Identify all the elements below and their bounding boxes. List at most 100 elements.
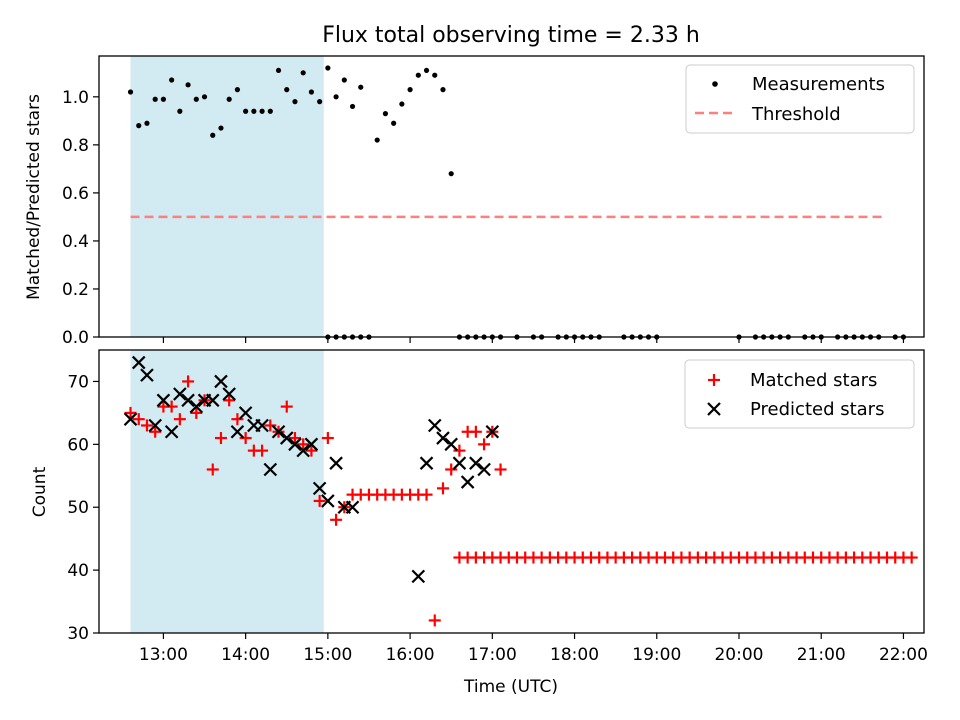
matched-star-point [190, 406, 203, 419]
predicted-star-point [427, 418, 442, 433]
measurement-point [144, 120, 150, 126]
y-tick-label: 60 [67, 435, 89, 455]
predicted-star-point [436, 431, 450, 445]
matched-star-point [494, 463, 507, 476]
top-panel: 0.0 0.2 0.4 0.6 0.8 1.0 Matched/Predicted sta… [24, 55, 925, 348]
legend-measurements-label: Measurements [752, 74, 885, 95]
measurement-point [300, 70, 306, 76]
predicted-star-point [411, 569, 426, 584]
matched-star-point [905, 551, 918, 564]
measurement-point [193, 96, 199, 102]
matched-star-point [469, 425, 482, 438]
measurement-point [407, 87, 413, 93]
top-shaded-region [130, 56, 324, 337]
bottom-y-axis-label: Count [30, 466, 50, 517]
matched-star-point [321, 432, 334, 445]
y-tick-label: 70 [67, 372, 89, 392]
measurement-point [169, 77, 175, 83]
measurement-point [391, 120, 397, 126]
measurement-point [333, 94, 339, 100]
predicted-star-point [156, 393, 171, 408]
predicted-star-point [271, 424, 286, 439]
measurement-point [415, 72, 421, 78]
predicted-star-point [477, 462, 491, 477]
top-x-ticks [162, 337, 905, 343]
measurement-point [325, 65, 331, 71]
measurement-point [127, 89, 134, 95]
matched-star-point [280, 400, 293, 413]
predicted-star-point [222, 387, 236, 401]
predicted-star-point [419, 456, 434, 470]
matched-star-point [436, 482, 449, 495]
top-legend: Measurements Threshold [685, 64, 915, 134]
x-tick-label: 13:00 [139, 645, 188, 665]
chart-title: Flux total observing time = 2.33 h [322, 23, 700, 48]
measurement-point [136, 123, 142, 129]
matched-star-point [182, 375, 195, 388]
top-plot-frame [98, 55, 925, 338]
measurement-point [234, 87, 241, 93]
top-legend-box [685, 64, 915, 134]
matched-star-point [214, 432, 227, 445]
x-tick-label: 18:00 [550, 645, 599, 665]
measurement-point [160, 96, 167, 102]
measurement-point [374, 137, 380, 143]
x-tick-label: 14:00 [221, 645, 270, 665]
predicted-star-point [304, 437, 319, 452]
predicted-star-point [469, 456, 483, 470]
predicted-star-point [181, 393, 195, 408]
predicted-star-point [214, 374, 228, 389]
matched-star-point [239, 432, 252, 445]
measurement-point [423, 67, 430, 74]
predicted-star-point [230, 424, 245, 439]
y-tick-label: 0.0 [62, 328, 89, 348]
bottom-plot-frame [98, 349, 925, 634]
measurement-point [201, 94, 208, 100]
x-tick-label: 21:00 [797, 645, 846, 665]
x-tick-label: 15:00 [303, 645, 352, 665]
measurement-point [448, 171, 454, 177]
measurement-point [185, 82, 191, 88]
measurement-point [251, 108, 257, 114]
matched-star-point [140, 419, 153, 432]
predicted-star-point [140, 368, 154, 382]
x-axis-label: Time (UTC) [463, 677, 558, 697]
bottom-data-layer [123, 355, 918, 627]
legend-matched-label: Matched stars [750, 370, 877, 391]
matched-star-point [149, 425, 162, 438]
matched-star-point [264, 419, 277, 432]
predicted-star-point [205, 393, 220, 408]
predicted-star-point [164, 424, 179, 439]
predicted-star-point [131, 355, 146, 370]
measurement-point [152, 96, 158, 102]
y-tick-label: 1.0 [62, 88, 89, 108]
matched-star-point [124, 406, 137, 419]
y-tick-label: 30 [67, 624, 89, 644]
bottom-panel: 30 40 50 60 70 13:00 14:00 15:00 16:00 17:00 18:0… [30, 349, 928, 697]
matched-star-point [305, 444, 318, 457]
predicted-star-point [279, 431, 294, 445]
matched-star-point [330, 513, 343, 526]
y-tick-label: 50 [67, 498, 89, 518]
matched-star-point [206, 463, 219, 476]
matched-star-point [231, 413, 244, 426]
matched-star-point [288, 432, 301, 445]
y-tick-label: 40 [67, 561, 89, 581]
top-y-axis: 0.0 0.2 0.4 0.6 0.8 1.0 [62, 88, 99, 348]
predicted-star-point [321, 494, 335, 508]
measurement-point [226, 96, 232, 102]
x-tick-label: 17:00 [468, 645, 517, 665]
bottom-legend: Matched stars Predicted stars [684, 359, 915, 429]
y-tick-label: 0.6 [62, 184, 89, 204]
measurement-point [317, 99, 323, 105]
matched-star-point [223, 394, 236, 407]
measurement-point [218, 125, 224, 131]
measurement-point [292, 99, 298, 105]
predicted-star-point [288, 437, 302, 452]
bottom-x-axis: 13:00 14:00 15:00 16:00 17:00 18:00 19:00 20:00… [139, 633, 928, 665]
predicted-star-point [255, 418, 269, 433]
measurement-point [259, 108, 265, 114]
x-tick-label: 22:00 [879, 645, 928, 665]
measurement-point [358, 84, 364, 90]
